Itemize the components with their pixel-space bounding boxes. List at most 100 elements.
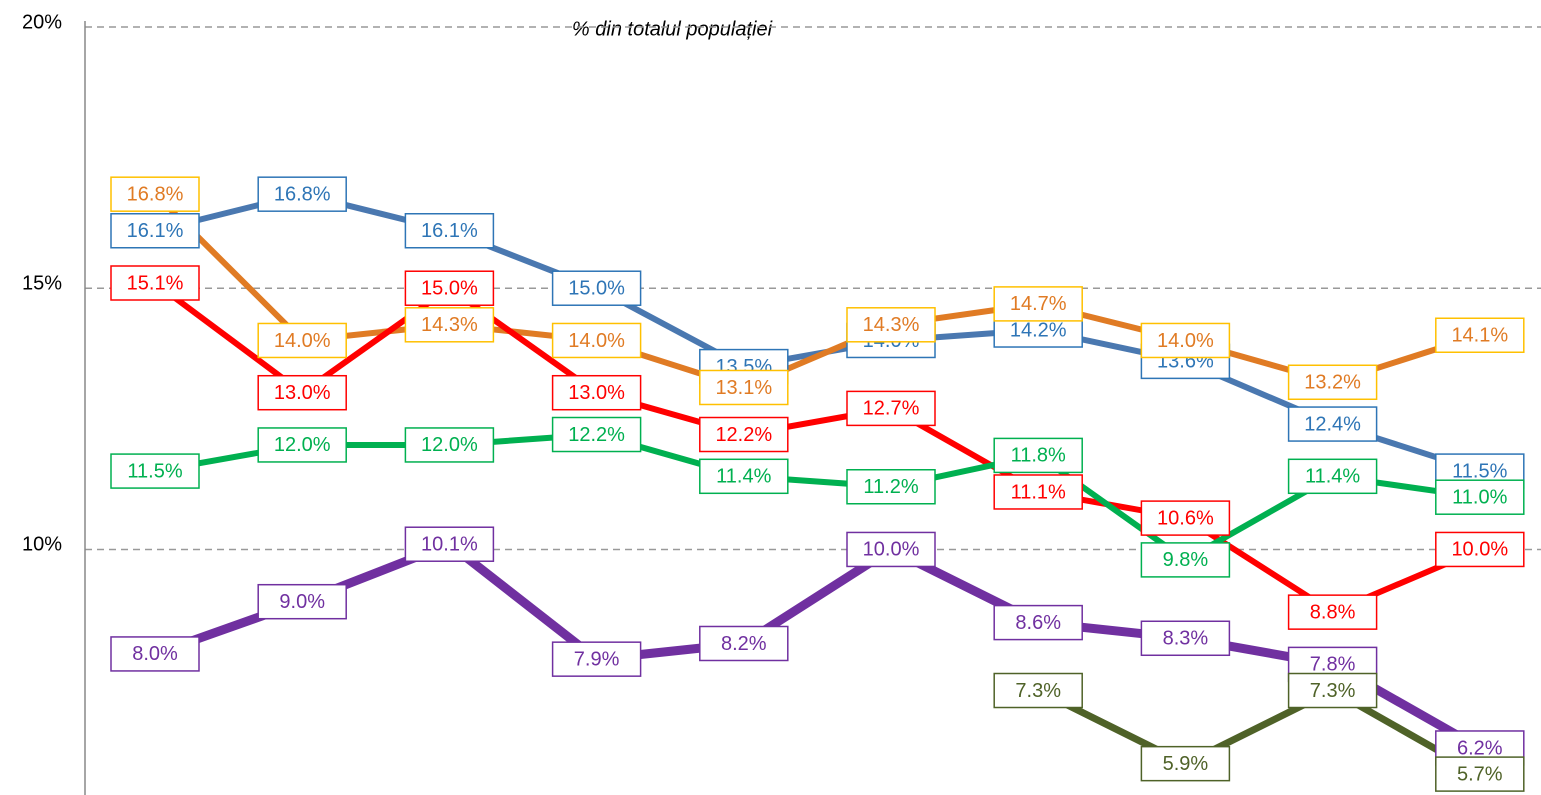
data-label-box <box>257 374 347 411</box>
data-label-box <box>110 636 200 672</box>
data-label: 11.4% <box>1287 458 1378 495</box>
data-label: 8.6% <box>993 604 1083 641</box>
data-label-box <box>1435 756 1525 792</box>
data-label-box <box>1287 672 1378 709</box>
data-label-text: 14.1% <box>1451 325 1508 347</box>
data-label-text: 12.0% <box>274 434 331 456</box>
data-label: 11.2% <box>846 469 936 505</box>
data-label-text: 8.8% <box>1310 601 1356 623</box>
data-label-text: 5.7% <box>1457 763 1503 785</box>
data-label-box <box>1140 322 1231 359</box>
data-label-text: 11.4% <box>1305 466 1360 488</box>
data-label: 11.0% <box>1435 479 1525 515</box>
data-label-box <box>257 176 347 212</box>
data-label-text: 7.9% <box>574 648 620 670</box>
data-label: 8.8% <box>1287 594 1378 630</box>
data-label-text: 14.0% <box>274 330 331 352</box>
data-label-text: 13.1% <box>715 377 772 399</box>
data-label: 15.1% <box>110 265 200 301</box>
data-label: 12.4% <box>1287 406 1378 442</box>
data-label-box <box>846 390 936 427</box>
data-label: 14.1% <box>1435 317 1525 353</box>
data-label: 7.3% <box>1287 672 1378 709</box>
data-label: 12.2% <box>551 416 642 453</box>
data-label-box <box>993 604 1083 641</box>
data-label-box <box>993 672 1083 709</box>
data-label-text: 11.1% <box>1011 481 1066 503</box>
data-label-box <box>257 427 347 463</box>
data-label: 11.5% <box>110 453 200 489</box>
data-label: 9.8% <box>1140 542 1231 578</box>
series-line <box>153 539 1483 752</box>
data-label-text: 16.1% <box>127 220 184 242</box>
series-line <box>154 431 1481 563</box>
series-line <box>152 192 1481 391</box>
data-label-text: 13.2% <box>1304 372 1361 394</box>
data-label: 16.1% <box>110 213 200 249</box>
data-label-text: 7.8% <box>1310 654 1356 676</box>
data-label-box <box>1287 364 1378 401</box>
data-label-text: 10.0% <box>1451 539 1508 561</box>
data-label-box <box>1140 542 1231 578</box>
data-label-text: 11.5% <box>1452 460 1507 482</box>
data-label-box <box>1435 479 1525 515</box>
data-label-box <box>1435 531 1525 568</box>
data-label-text: 11.2% <box>863 476 918 498</box>
data-label-text: 14.7% <box>1010 293 1067 315</box>
data-label: 15.0% <box>404 270 495 306</box>
data-label-box <box>846 531 936 568</box>
data-label: 14.7% <box>993 286 1083 322</box>
data-label: 13.1% <box>699 369 789 406</box>
data-label-text: 11.8% <box>1011 445 1066 467</box>
data-label-text: 8.6% <box>1015 612 1061 634</box>
data-label-text: 10.1% <box>421 534 478 556</box>
data-label-box <box>1140 500 1231 536</box>
data-label-text: 12.7% <box>863 398 920 420</box>
data-label-text: 13.0% <box>274 382 331 404</box>
data-label-box <box>110 176 200 212</box>
data-label-box <box>257 583 347 620</box>
data-label-text: 8.3% <box>1163 628 1209 650</box>
data-label-text: 16.1% <box>421 220 478 242</box>
data-label-text: 14.0% <box>1157 330 1214 352</box>
data-label-box <box>1140 745 1231 782</box>
data-label: 11.8% <box>993 437 1083 474</box>
data-label-text: 9.0% <box>279 591 325 613</box>
data-label-text: 11.5% <box>127 460 182 482</box>
data-label-text: 8.2% <box>721 633 767 655</box>
data-label-box <box>1140 620 1231 657</box>
data-label: 11.1% <box>993 474 1083 510</box>
data-label: 14.3% <box>404 307 495 343</box>
data-label-text: 14.2% <box>1010 319 1067 341</box>
data-label: 16.1% <box>404 213 495 249</box>
series-line <box>1036 687 1482 778</box>
data-label-text: 10.0% <box>863 539 920 561</box>
data-label-box <box>993 286 1083 322</box>
data-label-text: 10.6% <box>1157 507 1214 529</box>
data-label-box <box>551 322 642 359</box>
data-label-box <box>551 374 642 411</box>
data-label: 12.0% <box>404 427 495 463</box>
data-label: 14.0% <box>257 322 347 359</box>
data-label-box <box>1287 458 1378 495</box>
chart-title: % din totalul populației <box>572 18 773 40</box>
data-label-box <box>257 322 347 359</box>
data-label-box <box>1287 406 1378 442</box>
data-label-text: 15.0% <box>421 278 478 300</box>
data-label-text: 7.3% <box>1015 680 1061 702</box>
data-label: 12.2% <box>699 416 789 453</box>
data-label: 8.3% <box>1140 620 1231 657</box>
data-label: 9.0% <box>257 583 347 620</box>
data-label-box <box>551 270 642 306</box>
data-label: 14.0% <box>1140 322 1231 359</box>
data-label-text: 7.3% <box>1310 680 1356 702</box>
data-label: 10.1% <box>404 526 495 562</box>
data-label-box <box>551 416 642 453</box>
data-label: 10.0% <box>846 531 936 568</box>
data-label-text: 5.9% <box>1163 753 1209 775</box>
data-label: 7.3% <box>993 672 1083 709</box>
data-label-text: 12.2% <box>715 424 772 446</box>
data-label-text: 8.0% <box>132 643 178 665</box>
data-label-text: 13.0% <box>568 382 625 404</box>
